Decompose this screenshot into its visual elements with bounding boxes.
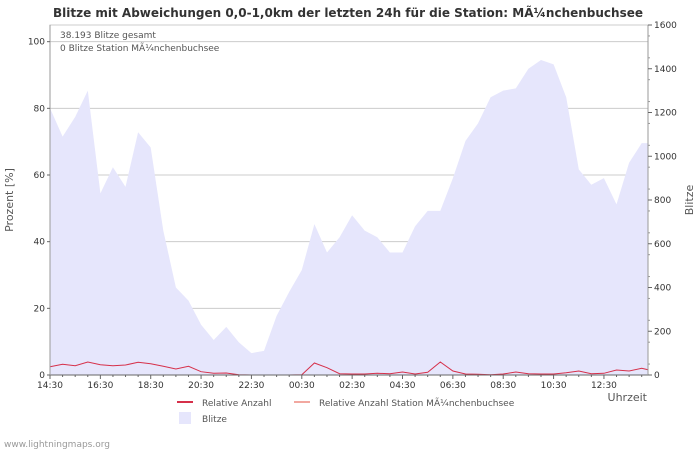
y-right-tick-label: 0: [654, 371, 660, 381]
series-line-relative-anzahl: [49, 361, 649, 376]
legend-label-blitze: Blitze: [202, 415, 227, 425]
x-tick-label: 06:30: [440, 381, 466, 391]
chart-title: Blitze mit Abweichungen 0,0-1,0km der le…: [53, 5, 643, 20]
legend-label-relative-anzahl-station: Relative Anzahl Station MÃ¼nchenbuchsee: [319, 398, 515, 409]
blitze-area-layer: [50, 60, 648, 375]
y-left-tick-label: 100: [28, 38, 45, 48]
x-tick-label: 20:30: [188, 381, 214, 391]
axes: 0204060801000200400600800100012001400160…: [28, 21, 677, 391]
y-right-tick-label: 800: [654, 196, 671, 206]
y-right-tick-label: 1400: [654, 65, 677, 75]
y-left-tick-label: 80: [34, 104, 46, 114]
y-right-tick-label: 600: [654, 240, 671, 250]
legend-label-relative-anzahl: Relative Anzahl: [202, 399, 271, 409]
x-axis-label: Uhrzeit: [608, 391, 648, 404]
info-line-station: 0 Blitze Station MÃ¼nchenbuchsee: [60, 43, 220, 54]
y-right-tick-label: 1000: [654, 152, 677, 162]
x-tick-label: 00:30: [289, 381, 315, 391]
x-tick-label: 18:30: [138, 381, 164, 391]
x-tick-label: 08:30: [490, 381, 516, 391]
footer-source: www.lightningmaps.org: [4, 440, 110, 450]
x-tick-label: 10:30: [541, 381, 567, 391]
x-tick-label: 14:30: [37, 381, 63, 391]
y-right-tick-label: 1200: [654, 109, 677, 119]
y-left-tick-label: 20: [34, 304, 46, 314]
y-right-tick-label: 400: [654, 284, 671, 294]
x-tick-label: 12:30: [591, 381, 617, 391]
y-right-tick-label: 200: [654, 327, 671, 337]
y-left-tick-label: 40: [34, 238, 46, 248]
legend-swatch-blitze: [179, 412, 191, 424]
y-axis-left-label: Prozent [%]: [3, 168, 16, 232]
x-tick-label: 04:30: [390, 381, 416, 391]
x-tick-label: 16:30: [87, 381, 113, 391]
legend: Relative Anzahl Relative Anzahl Station …: [177, 398, 515, 425]
y-left-tick-label: 0: [39, 371, 45, 381]
info-line-total: 38.193 Blitze gesamt: [60, 31, 156, 41]
series-blitze-area: [50, 60, 648, 375]
y-right-tick-label: 1600: [654, 21, 677, 31]
y-left-tick-label: 60: [34, 171, 46, 181]
x-tick-label: 22:30: [238, 381, 264, 391]
y-axis-right-label: Blitze: [683, 185, 696, 216]
x-tick-label: 02:30: [339, 381, 365, 391]
